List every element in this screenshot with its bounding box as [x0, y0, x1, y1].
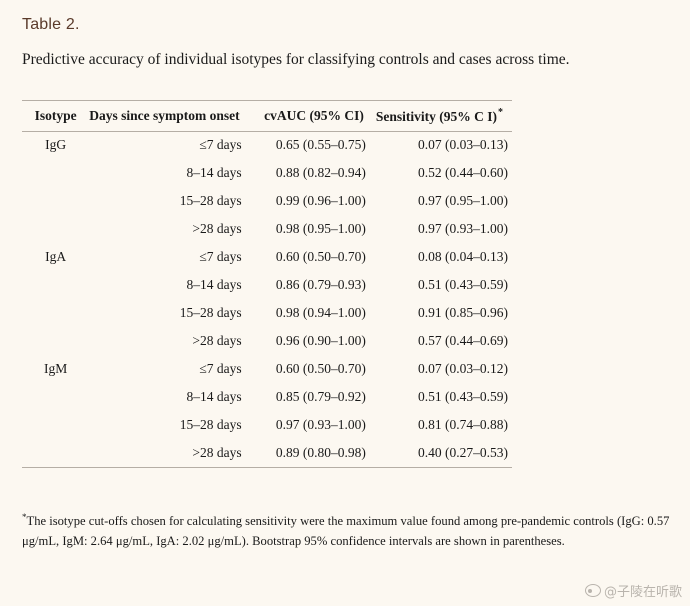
weibo-icon: [584, 584, 601, 597]
watermark: @子陵在听歌: [584, 581, 682, 600]
cell-auc: 0.60 (0.50–0.70): [275, 249, 366, 264]
cell-auc: 0.99 (0.96–1.00): [275, 193, 366, 208]
cell-isotype: [22, 327, 89, 355]
cell-auc: 0.89 (0.80–0.98): [275, 445, 366, 460]
cell-isotype: [22, 187, 89, 215]
footnote-mark: *: [22, 512, 27, 522]
cell-days: 8–14 days: [186, 165, 242, 180]
column-header-sensitivity-label: Sensitivity (95% C I): [375, 109, 497, 124]
table-row: 15–28 days 0.98 (0.94–1.00) 0.91 (0.85–0.9…: [22, 299, 512, 327]
cell-sensitivity: 0.51 (0.43–0.59): [418, 277, 508, 292]
table-label: Table 2.: [22, 16, 80, 33]
cell-days: >28 days: [192, 333, 242, 348]
cell-sensitivity: 0.57 (0.44–0.69): [418, 333, 508, 348]
table-row: 8–14 days 0.85 (0.79–0.92) 0.51 (0.43–0.59…: [22, 383, 512, 411]
column-header-isotype: Isotype: [34, 108, 77, 123]
table-caption: Predictive accuracy of individual isotyp…: [22, 51, 570, 68]
cell-auc: 0.98 (0.94–1.00): [275, 305, 366, 320]
table-top-rule: [22, 100, 512, 101]
cell-sensitivity: 0.81 (0.74–0.88): [418, 417, 508, 432]
table-row: IgG ≤7 days 0.65 (0.55–0.75) 0.07 (0.03–0.1…: [22, 131, 512, 159]
footnote-text: The isotype cut-offs chosen for calculat…: [22, 514, 670, 548]
table-header-row: Isotype Days since symptom onset cvAUC (…: [22, 101, 512, 131]
cell-auc: 0.96 (0.90–1.00): [275, 333, 366, 348]
cell-days: ≤7 days: [199, 249, 242, 264]
table-row: IgM ≤7 days 0.60 (0.50–0.70) 0.07 (0.03–0.1…: [22, 355, 512, 383]
cell-days: >28 days: [192, 445, 242, 460]
table-row: >28 days 0.98 (0.95–1.00) 0.97 (0.93–1.00): [22, 215, 512, 243]
column-header-days: Days since symptom onset: [89, 108, 240, 123]
cell-isotype: IgG: [45, 137, 67, 152]
watermark-text: @子陵在听歌: [603, 585, 682, 600]
cell-isotype: [22, 159, 89, 187]
table-body: IgG ≤7 days 0.65 (0.55–0.75) 0.07 (0.03–0.1…: [22, 131, 512, 467]
footnote-marker: *: [497, 107, 503, 118]
cell-days: 15–28 days: [179, 193, 242, 208]
cell-auc: 0.88 (0.82–0.94): [275, 165, 366, 180]
cell-sensitivity: 0.91 (0.85–0.96): [418, 305, 508, 320]
table-row: 15–28 days 0.97 (0.93–1.00) 0.81 (0.74–0.8…: [22, 411, 512, 439]
cell-auc: 0.86 (0.79–0.93): [275, 277, 366, 292]
cell-isotype: [22, 215, 89, 243]
cell-isotype: [22, 411, 89, 439]
table-footnote: *The isotype cut-offs chosen for calcula…: [22, 507, 672, 551]
cell-auc: 0.98 (0.95–1.00): [275, 221, 366, 236]
data-table: Isotype Days since symptom onset cvAUC (…: [22, 101, 512, 467]
table-bottom-rule: [22, 467, 512, 468]
table-row: 15–28 days 0.99 (0.96–1.00) 0.97 (0.95–1.0…: [22, 187, 512, 215]
cell-sensitivity: 0.07 (0.03–0.12): [418, 361, 508, 376]
column-header-auc: cvAUC (95% CI): [264, 108, 364, 123]
cell-isotype: [22, 299, 89, 327]
cell-days: ≤7 days: [199, 361, 242, 376]
cell-isotype: IgA: [45, 249, 67, 264]
cell-sensitivity: 0.97 (0.95–1.00): [418, 193, 508, 208]
column-header-sensitivity: Sensitivity (95% C I)*: [370, 101, 512, 131]
table-row: IgA ≤7 days 0.60 (0.50–0.70) 0.08 (0.04–0.1…: [22, 243, 512, 271]
cell-auc: 0.97 (0.93–1.00): [275, 417, 366, 432]
cell-sensitivity: 0.52 (0.44–0.60): [418, 165, 508, 180]
cell-auc: 0.65 (0.55–0.75): [275, 137, 366, 152]
cell-days: 8–14 days: [186, 389, 242, 404]
cell-auc: 0.60 (0.50–0.70): [275, 361, 366, 376]
cell-days: 8–14 days: [186, 277, 242, 292]
table-row: 8–14 days 0.86 (0.79–0.93) 0.51 (0.43–0.59…: [22, 271, 512, 299]
cell-isotype: [22, 271, 89, 299]
cell-sensitivity: 0.08 (0.04–0.13): [418, 249, 508, 264]
cell-sensitivity: 0.07 (0.03–0.13): [418, 137, 508, 152]
cell-sensitivity: 0.40 (0.27–0.53): [418, 445, 508, 460]
cell-sensitivity: 0.51 (0.43–0.59): [418, 389, 508, 404]
cell-isotype: [22, 439, 89, 467]
cell-days: >28 days: [192, 221, 242, 236]
table-header-rule: [22, 131, 512, 132]
table-row: 8–14 days 0.88 (0.82–0.94) 0.52 (0.44–0.60…: [22, 159, 512, 187]
cell-days: ≤7 days: [199, 137, 242, 152]
cell-sensitivity: 0.97 (0.93–1.00): [418, 221, 508, 236]
table-row: >28 days 0.96 (0.90–1.00) 0.57 (0.44–0.69): [22, 327, 512, 355]
cell-isotype: IgM: [44, 361, 68, 376]
cell-auc: 0.85 (0.79–0.92): [275, 389, 366, 404]
cell-days: 15–28 days: [179, 417, 242, 432]
cell-days: 15–28 days: [179, 305, 242, 320]
table-row: >28 days 0.89 (0.80–0.98) 0.40 (0.27–0.53): [22, 439, 512, 467]
cell-isotype: [22, 383, 89, 411]
